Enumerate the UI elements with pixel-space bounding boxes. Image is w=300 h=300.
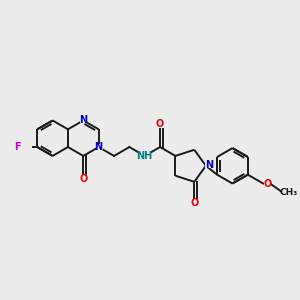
Text: F: F — [14, 142, 21, 152]
FancyBboxPatch shape — [14, 144, 22, 151]
FancyBboxPatch shape — [283, 189, 294, 196]
Text: O: O — [263, 178, 271, 188]
Text: O: O — [79, 174, 87, 184]
Text: N: N — [94, 142, 103, 152]
FancyBboxPatch shape — [264, 180, 271, 187]
FancyBboxPatch shape — [96, 144, 103, 151]
Text: N: N — [79, 116, 87, 125]
FancyBboxPatch shape — [80, 116, 87, 123]
Text: NH: NH — [136, 151, 153, 161]
FancyBboxPatch shape — [206, 161, 212, 168]
Text: N: N — [205, 160, 213, 170]
FancyBboxPatch shape — [140, 152, 150, 160]
FancyBboxPatch shape — [156, 121, 164, 128]
FancyBboxPatch shape — [190, 199, 198, 206]
Text: O: O — [190, 198, 198, 208]
Text: CH₃: CH₃ — [279, 188, 298, 197]
Text: O: O — [156, 119, 164, 129]
FancyBboxPatch shape — [80, 175, 87, 182]
